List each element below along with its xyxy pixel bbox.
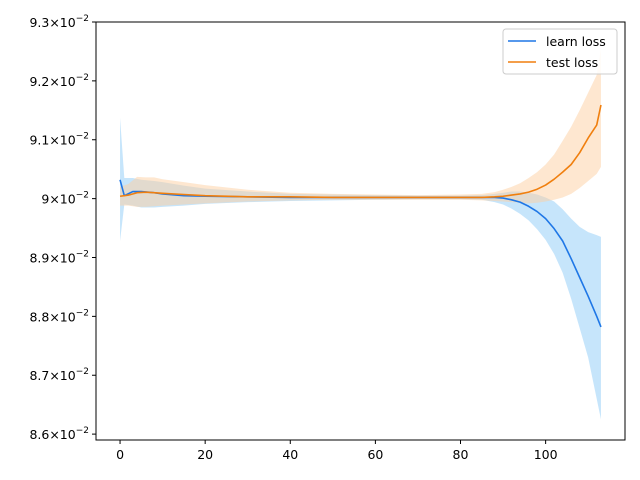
x-tick-label: 20 [197, 447, 213, 462]
test-loss-band [120, 48, 601, 207]
x-axis: 0 20 40 60 80 100 [116, 440, 558, 462]
y-axis: 8.6×10−2 8.7×10−2 8.8×10−2 8.9×10−2 9×10−2 9.… [29, 14, 96, 442]
x-tick-label: 40 [282, 447, 298, 462]
y-tick-label: 9.2×10−2 [29, 73, 89, 89]
y-tick-label: 9×10−2 [41, 191, 89, 207]
x-tick-label: 60 [367, 447, 383, 462]
x-tick-label: 100 [534, 447, 558, 462]
test-loss-legend-label: test loss [546, 55, 598, 70]
confidence-bands [120, 48, 601, 420]
plot-frame [95, 21, 626, 441]
y-tick-label: 8.6×10−2 [29, 426, 89, 442]
y-tick-label: 9.3×10−2 [29, 14, 89, 30]
y-tick-label: 8.9×10−2 [29, 249, 89, 265]
learn-loss-legend-label: learn loss [546, 34, 606, 49]
series-lines [119, 104, 602, 328]
x-tick-label: 80 [453, 447, 469, 462]
y-tick-label: 9.1×10−2 [29, 132, 89, 148]
y-tick-label: 8.8×10−2 [29, 308, 89, 324]
x-tick-label: 0 [116, 447, 124, 462]
test-loss-line [119, 104, 602, 199]
y-tick-label: 8.7×10−2 [29, 367, 89, 383]
legend: learn loss test loss [502, 28, 618, 75]
